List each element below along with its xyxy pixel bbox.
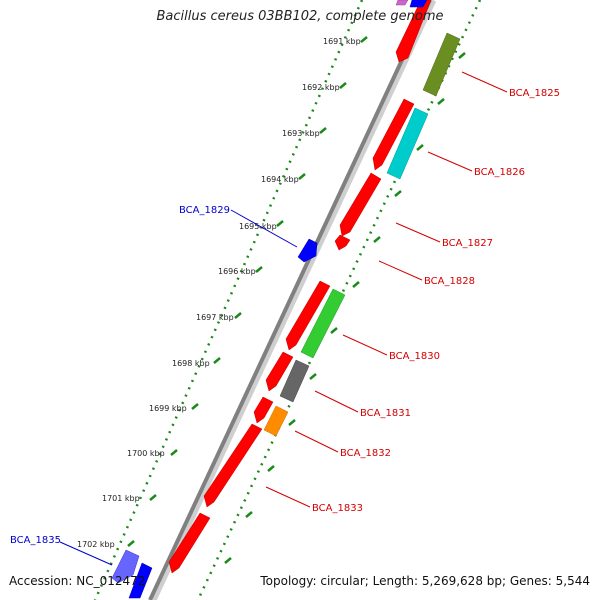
ruler-label: 1692 kbp xyxy=(302,83,340,92)
ruler-label: 1696 kbp xyxy=(218,267,256,276)
gene-top-pink[interactable] xyxy=(395,0,409,6)
gene-label-bca-1831[interactable]: BCA_1831 xyxy=(360,408,411,419)
map-title: Bacillus cereus 03BB102, complete genome xyxy=(156,9,444,24)
gene-bca-1830[interactable] xyxy=(285,280,331,351)
ruler-label: 1694 kbp xyxy=(261,175,299,184)
ruler-label: 1693 kbp xyxy=(282,129,320,138)
gene-bca-1828[interactable] xyxy=(334,234,351,251)
backbone xyxy=(148,0,432,600)
backbone-shadow xyxy=(149,0,437,600)
ruler-label: 1698 kbp xyxy=(172,359,210,368)
cds-gray[interactable] xyxy=(279,359,310,403)
gene-bca-1835[interactable] xyxy=(111,549,140,584)
accession-text: Accession: NC_012472 xyxy=(9,574,146,588)
gene-bca-1831[interactable] xyxy=(265,351,294,392)
gene-label-bca-1826[interactable]: BCA_1826 xyxy=(474,167,525,178)
ruler-label: 1699 kbp xyxy=(149,404,187,413)
cds-olive[interactable] xyxy=(422,32,461,97)
gene-bca-1834[interactable] xyxy=(168,512,211,574)
reverse-genes xyxy=(111,0,428,599)
gene-label-bca-1832[interactable]: BCA_1832 xyxy=(340,448,391,459)
cds-cyan[interactable] xyxy=(386,107,429,180)
inner-ruler-line xyxy=(93,0,364,600)
gene-bca-1826[interactable] xyxy=(372,98,415,171)
label-leaders xyxy=(59,71,508,566)
gene-top-blue[interactable] xyxy=(409,0,428,8)
outer-scale-line xyxy=(196,0,482,600)
ruler-label: 1701 kbp xyxy=(102,494,140,503)
gene-label-bca-1835[interactable]: BCA_1835 xyxy=(10,535,61,546)
ruler-ticks xyxy=(127,36,368,547)
gene-label-bca-1829[interactable]: BCA_1829 xyxy=(179,205,230,216)
gene-label-bca-1830[interactable]: BCA_1830 xyxy=(389,351,440,362)
ruler-label: 1695 kbp xyxy=(239,222,277,231)
gene-labels: BCA_1825 BCA_1826 BCA_1827 BCA_1828 BCA_… xyxy=(10,88,560,546)
gene-label-bca-1828[interactable]: BCA_1828 xyxy=(424,276,475,287)
ruler-label: 1697 kbp xyxy=(196,313,234,322)
ruler-label: 1700 kbp xyxy=(127,449,165,458)
gene-bca-1825[interactable] xyxy=(395,0,432,63)
cds-green[interactable] xyxy=(300,288,346,359)
gene-bca-1835-b[interactable] xyxy=(128,562,153,599)
gene-bca-1829[interactable] xyxy=(297,238,318,263)
gene-bca-1833[interactable] xyxy=(203,423,263,508)
cds-features xyxy=(263,32,461,437)
forward-genes xyxy=(168,0,432,574)
gene-label-bca-1825[interactable]: BCA_1825 xyxy=(509,88,560,99)
gene-label-bca-1833[interactable]: BCA_1833 xyxy=(312,503,363,514)
ruler-label: 1702 kbp xyxy=(77,540,115,549)
ruler-labels: 1691 kbp 1692 kbp 1693 kbp 1694 kbp 1695… xyxy=(77,37,361,549)
gene-bca-1832[interactable] xyxy=(253,396,274,424)
gene-label-bca-1827[interactable]: BCA_1827 xyxy=(442,238,493,249)
outer-scale-ticks xyxy=(224,52,466,564)
genome-summary-text: Topology: circular; Length: 5,269,628 bp… xyxy=(260,574,590,588)
ruler-label: 1691 kbp xyxy=(323,37,361,46)
gene-bca-1827[interactable] xyxy=(339,172,382,237)
cds-orange[interactable] xyxy=(263,405,289,437)
